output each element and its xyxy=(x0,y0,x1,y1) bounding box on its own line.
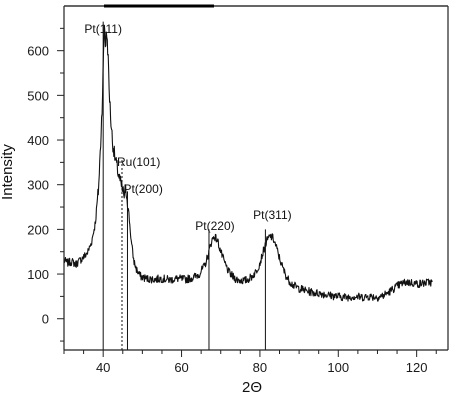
y-tick-label: 100 xyxy=(27,267,49,282)
reflection-label: Pt(200) xyxy=(123,182,162,196)
reflection-lines: Pt(111) Ru(101) Pt(200) Pt(220) Pt(311) xyxy=(84,21,292,350)
x-tick-label: 60 xyxy=(174,360,188,375)
y-tick-label: 600 xyxy=(27,44,49,59)
x-tick-label: 80 xyxy=(253,360,267,375)
tick-layer: 40 60 80 100 120 0 100 200 300 400 500 600 xyxy=(27,27,437,375)
x-tick-label: 100 xyxy=(327,360,349,375)
axes xyxy=(63,4,449,351)
y-tick-label: 400 xyxy=(27,133,49,148)
x-tick-label: 120 xyxy=(406,360,428,375)
series-layer xyxy=(63,24,433,302)
reflection-label: Pt(220) xyxy=(195,219,234,233)
y-tick-label: 200 xyxy=(27,222,49,237)
reflection-label: Ru(101) xyxy=(117,155,160,169)
y-tick-label: 0 xyxy=(42,312,49,327)
y-tick-label: 500 xyxy=(27,88,49,103)
y-axis-label: Intensity xyxy=(0,144,16,200)
reflection-label: Pt(311) xyxy=(253,208,291,222)
x-tick-label: 40 xyxy=(96,360,110,375)
y-tick-label: 300 xyxy=(27,178,49,193)
diffraction-series-line xyxy=(63,24,433,302)
reflection-label: Pt(111) xyxy=(84,22,122,36)
x-axis-label: 2Θ xyxy=(242,379,262,396)
